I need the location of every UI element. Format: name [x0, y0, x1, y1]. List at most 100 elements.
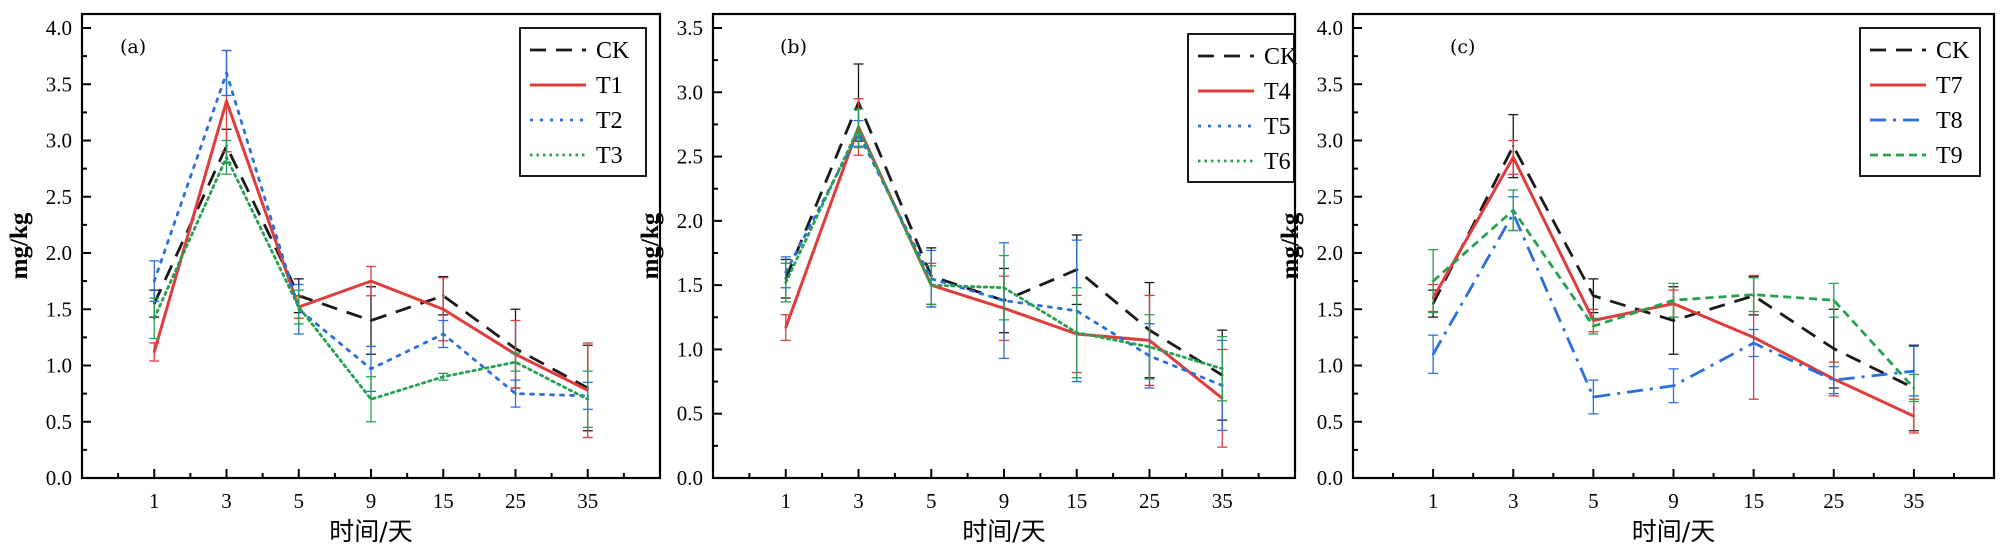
y-tick-label: 4.0	[1317, 16, 1343, 40]
data-point	[784, 281, 787, 284]
x-tick-label: 9	[1668, 489, 1679, 513]
y-tick-label: 2.0	[677, 209, 703, 233]
legend: CK T4 T5 T6	[1187, 33, 1298, 183]
data-point	[514, 360, 517, 364]
x-tick-label: 35	[577, 489, 598, 513]
y-tick-label: 1.0	[677, 337, 703, 361]
y-tick-label: 1.5	[46, 297, 72, 321]
data-point	[1592, 294, 1595, 297]
data-point	[857, 127, 860, 130]
legend-label: CK	[596, 38, 630, 64]
x-tick-label: 15	[1066, 489, 1087, 513]
x-tick-label: 9	[366, 489, 377, 513]
legend-label: T1	[596, 73, 623, 99]
data-point	[297, 305, 300, 309]
y-axis-label: mg/kg	[637, 212, 664, 279]
y-tick-label: 2.0	[46, 241, 72, 265]
legend-label: T9	[1936, 143, 1963, 169]
data-point	[1512, 209, 1515, 212]
data-point	[1832, 347, 1835, 350]
x-tick-label: 1	[1428, 489, 1439, 513]
data-point	[1592, 324, 1595, 328]
legend: CK T1 T2 T3	[519, 27, 647, 177]
y-tick-label: 0.0	[677, 466, 703, 490]
y-tick-label: 3.0	[677, 80, 703, 104]
x-axis-label: 时间/天	[962, 517, 1045, 546]
y-tick-label: 3.5	[1317, 72, 1343, 96]
legend-label: CK	[1936, 38, 1970, 64]
legend-box	[1859, 27, 1981, 177]
data-point	[1912, 386, 1916, 390]
legend-label: T5	[1264, 114, 1291, 140]
data-point	[1672, 384, 1675, 387]
data-point	[153, 279, 156, 283]
y-axis-label: mg/kg	[6, 212, 33, 279]
x-tick-label: 5	[294, 489, 305, 513]
legend-label: T8	[1936, 108, 1963, 134]
x-tick-label: 5	[926, 489, 937, 513]
data-point	[442, 332, 445, 336]
x-tick-label: 25	[1139, 489, 1160, 513]
y-tick-label: 0.5	[46, 410, 72, 434]
series-T6	[780, 108, 1228, 402]
data-point	[225, 156, 228, 159]
x-tick-label: 15	[433, 489, 454, 513]
data-point	[225, 99, 228, 103]
data-point	[586, 398, 589, 401]
panel-label: (b)	[780, 36, 807, 58]
legend-box	[1187, 33, 1295, 183]
chart-panel-1: 0.00.51.01.52.02.53.03.51 3 5 9 15 25 35mg/kg时…	[637, 12, 1298, 546]
y-tick-label: 3.0	[46, 129, 72, 153]
data-point	[1672, 299, 1675, 302]
data-point	[369, 367, 373, 371]
data-point	[514, 392, 517, 395]
y-tick-label: 3.0	[1317, 129, 1343, 153]
data-point	[225, 71, 228, 75]
y-tick-label: 1.5	[1317, 297, 1343, 321]
data-point	[1912, 414, 1916, 418]
y-tick-label: 0.5	[677, 402, 703, 426]
y-tick-label: 1.0	[46, 354, 72, 378]
data-point	[153, 317, 156, 320]
data-point	[1752, 341, 1755, 345]
data-point	[369, 279, 373, 283]
y-tick-label: 0.0	[1317, 466, 1343, 490]
data-point	[1431, 279, 1435, 283]
legend-box	[519, 27, 647, 177]
data-point	[1431, 353, 1435, 356]
x-axis-label: 时间/天	[1632, 517, 1715, 546]
legend-label: T7	[1936, 73, 1963, 99]
data-point	[1512, 156, 1515, 159]
legend-label: CK	[1264, 44, 1298, 70]
data-point	[784, 326, 787, 329]
series-T9	[1428, 189, 1919, 403]
x-tick-label: 9	[999, 489, 1010, 513]
data-point	[1221, 367, 1224, 370]
series-T8	[1428, 196, 1919, 415]
x-tick-label: 5	[1588, 489, 1599, 513]
x-tick-label: 35	[1212, 489, 1233, 513]
y-tick-label: 2.0	[1317, 241, 1343, 265]
panel-label: (c)	[1450, 36, 1475, 58]
legend-label: T6	[1264, 149, 1291, 175]
data-point	[1075, 331, 1078, 334]
y-tick-label: 0.0	[46, 466, 72, 490]
data-point	[1752, 293, 1755, 296]
x-tick-label: 3	[1508, 489, 1519, 513]
y-tick-label: 3.5	[46, 72, 72, 96]
x-axis-label: 时间/天	[329, 517, 412, 546]
x-tick-label: 15	[1743, 489, 1764, 513]
panel-label: (a)	[120, 36, 146, 58]
data-point	[1832, 378, 1835, 382]
y-tick-label: 1.5	[677, 273, 703, 297]
y-tick-label: 4.0	[46, 16, 72, 40]
data-point	[153, 350, 156, 354]
y-tick-label: 0.5	[1317, 410, 1343, 434]
legend-label: T3	[596, 143, 623, 169]
x-tick-label: 3	[221, 489, 232, 513]
legend-label: T2	[596, 108, 623, 134]
data-point	[1672, 319, 1675, 322]
legend-label: T4	[1264, 79, 1291, 105]
y-tick-label: 3.5	[677, 16, 703, 40]
